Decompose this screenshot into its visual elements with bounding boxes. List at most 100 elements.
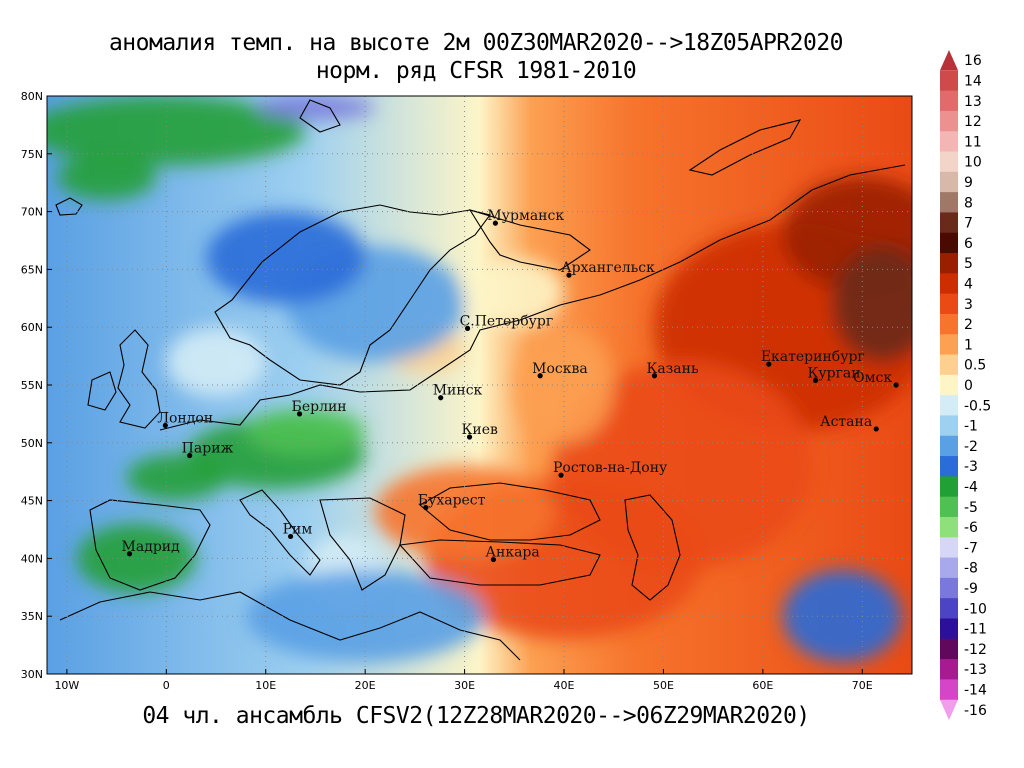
colorbar-swatch (940, 537, 958, 559)
colorbar-label: 9 (964, 175, 973, 191)
colorbar-label: 6 (964, 236, 973, 252)
coastlines (55, 99, 906, 661)
anomaly-patch (832, 246, 912, 362)
city-dot (287, 533, 294, 540)
chart-footer: 04 чл. ансамбль CFSV2(12Z28MAR2020-->06Z… (142, 703, 810, 729)
colorbar-label: 16 (964, 53, 982, 69)
colorbar-swatch (940, 577, 958, 599)
colorbar-label: 8 (964, 195, 973, 211)
city-dot (893, 382, 899, 388)
anomaly-patch (76, 523, 197, 594)
city-label: Берлин (292, 399, 347, 415)
colorbar-label: 12 (964, 114, 982, 130)
colorbar-swatch (940, 90, 958, 112)
colorbar-swatch (940, 638, 958, 660)
colorbar-swatch (940, 618, 958, 640)
city-label: Омск (853, 370, 892, 386)
city-dot (187, 452, 193, 459)
colorbar-label: -1 (964, 419, 978, 435)
city-dot (296, 411, 303, 417)
city-label: Бухарест (418, 493, 486, 509)
colorbar-swatch (940, 313, 958, 335)
colorbar-swatch (940, 110, 958, 132)
city-label: Лондон (157, 410, 213, 426)
anomaly-patch (514, 327, 614, 443)
city-dot (566, 272, 572, 278)
colorbar-label: -7 (964, 540, 978, 556)
lat-tick-label: 65N (21, 263, 43, 276)
colorbar-label: 0.5 (964, 358, 986, 374)
city-dot (558, 472, 564, 478)
colorbar-label: 13 (964, 94, 982, 110)
colorbar-swatch (940, 699, 958, 720)
colorbar-swatch (940, 456, 958, 477)
colorbar-label: -3 (964, 459, 978, 475)
city-label: Париж (182, 441, 234, 457)
city-label: Екатеринбург (761, 349, 865, 365)
colorbar-swatch (940, 50, 958, 71)
colorbar-swatch (940, 415, 958, 437)
anomaly-field (47, 96, 912, 674)
colorbar-swatch (940, 435, 958, 457)
colorbar-label: 2 (964, 317, 973, 333)
anomaly-patch (255, 96, 376, 120)
city-dot (873, 426, 879, 432)
lat-tick-label: 75N (21, 148, 43, 161)
lon-tick-label: 60E (752, 679, 773, 692)
colorbar-swatch (940, 557, 958, 579)
colorbar-swatch (940, 293, 958, 315)
colorbar-swatch (940, 232, 958, 254)
anomaly-patch (47, 96, 306, 166)
city-label: Рим (283, 521, 313, 537)
lon-tick-label: 30E (454, 679, 475, 692)
city-dot (423, 504, 429, 511)
colorbar-swatch (940, 395, 958, 416)
city-dot (492, 220, 499, 226)
lat-tick-label: 50N (21, 437, 43, 450)
colorbar-swatch (940, 374, 958, 396)
colorbar-label: -2 (964, 439, 978, 455)
colorbar-label: 4 (964, 276, 973, 292)
colorbar-swatch (940, 212, 958, 234)
colorbar-swatch (940, 273, 958, 295)
city-label: Мурманск (487, 208, 564, 224)
colorbar-label: -14 (964, 683, 987, 699)
lat-tick-label: 30N (21, 668, 43, 681)
city-dot (651, 373, 658, 379)
colorbar-legend: 16 14 13 12 11 10 9 8 7 6 5 4 3 2 1 0.5 0 -0.5 -1 -2 -3 -4 -5 -… (940, 50, 991, 720)
lat-tick-label: 40N (21, 552, 43, 565)
colorbar-label: -13 (964, 662, 987, 678)
city-label: Мадрид (122, 539, 181, 555)
city-dot (438, 395, 444, 401)
lat-tick-label: 55N (21, 379, 43, 392)
colorbar-label: -5 (964, 500, 978, 516)
axis-ticks: 80N 75N 70N 65N 60N 55N 50N 45N 40N 35N 30N 10W 0 10E… (21, 90, 873, 692)
city-label: Киев (462, 422, 498, 438)
anomaly-patch (206, 211, 366, 305)
lon-tick-label: 40E (554, 679, 575, 692)
colorbar-label: -12 (964, 642, 987, 658)
colorbar-swatch (940, 131, 958, 153)
lat-tick-label: 35N (21, 610, 43, 623)
city-dot (537, 373, 543, 379)
colorbar-label: -4 (964, 480, 978, 496)
colorbar-label: -11 (964, 622, 987, 638)
city-label: Астана (820, 414, 872, 430)
lat-tick-label: 45N (21, 495, 43, 508)
colorbar-swatch (940, 476, 958, 498)
colorbar-swatch (940, 334, 958, 356)
colorbar-label: 11 (964, 134, 982, 150)
anomaly-patch (126, 454, 226, 501)
city-label: Минск (433, 383, 483, 399)
city-markers: Мурманск Архангельск С.Петербург Москва Каза… (122, 208, 899, 563)
colorbar-label: 7 (964, 216, 973, 232)
city-label: Казань (646, 361, 698, 377)
city-label: Анкара (485, 545, 539, 561)
lon-tick-label: 70E (852, 679, 873, 692)
city-label: Москва (532, 361, 588, 377)
colorbar-swatch (940, 192, 958, 213)
colorbar-label: 14 (964, 73, 982, 89)
colorbar-label: -6 (964, 520, 978, 536)
colorbar-swatch (940, 171, 958, 193)
colorbar-label: 0 (964, 378, 973, 394)
